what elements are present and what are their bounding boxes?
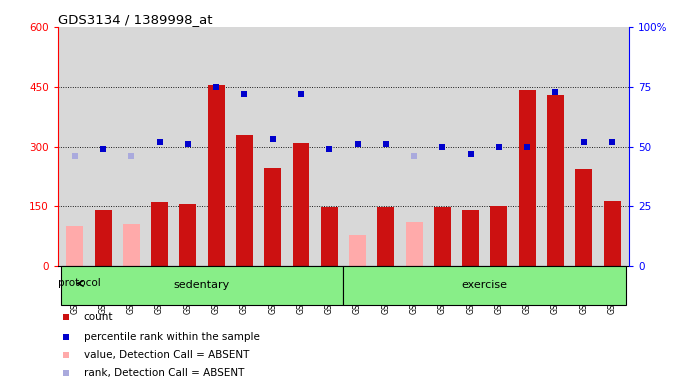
Bar [519, 89, 536, 266]
Point [352, 141, 363, 147]
Point [211, 84, 222, 90]
Bar [349, 235, 366, 266]
Point [182, 141, 193, 147]
Bar [321, 207, 338, 266]
Bar [547, 95, 564, 266]
Point [69, 153, 80, 159]
Point [239, 91, 250, 97]
Point [61, 352, 72, 358]
Text: exercise: exercise [462, 280, 508, 290]
Point [98, 146, 109, 152]
Bar [66, 226, 83, 266]
Point [522, 144, 532, 150]
Bar [462, 210, 479, 266]
Point [61, 334, 72, 340]
Bar [180, 204, 197, 266]
Bar [377, 207, 394, 266]
Text: value, Detection Call = ABSENT: value, Detection Call = ABSENT [84, 350, 249, 360]
Point [61, 370, 72, 376]
Bar [61, 266, 343, 305]
Bar [236, 134, 253, 266]
Point [409, 153, 420, 159]
Text: GDS3134 / 1389998_at: GDS3134 / 1389998_at [58, 13, 212, 26]
Bar [207, 85, 224, 266]
Text: protocol: protocol [58, 278, 101, 288]
Point [550, 88, 561, 94]
Text: rank, Detection Call = ABSENT: rank, Detection Call = ABSENT [84, 368, 244, 378]
Point [267, 136, 278, 142]
Point [154, 139, 165, 145]
Bar [575, 169, 592, 266]
Point [437, 144, 448, 150]
Bar [405, 222, 422, 266]
Bar [604, 201, 621, 266]
Text: count: count [84, 313, 113, 323]
Bar [434, 207, 451, 266]
Text: percentile rank within the sample: percentile rank within the sample [84, 332, 259, 342]
Bar [343, 266, 626, 305]
Text: sedentary: sedentary [174, 280, 230, 290]
Point [61, 314, 72, 321]
Point [465, 151, 476, 157]
Point [126, 153, 137, 159]
Bar [490, 205, 507, 266]
Point [494, 144, 505, 150]
Point [380, 141, 391, 147]
Point [578, 139, 589, 145]
Point [296, 91, 307, 97]
Bar [265, 168, 282, 266]
Bar [123, 224, 140, 266]
Point [324, 146, 335, 152]
Point [607, 139, 617, 145]
Bar [292, 142, 309, 266]
Bar [95, 210, 112, 266]
Bar [151, 202, 168, 266]
